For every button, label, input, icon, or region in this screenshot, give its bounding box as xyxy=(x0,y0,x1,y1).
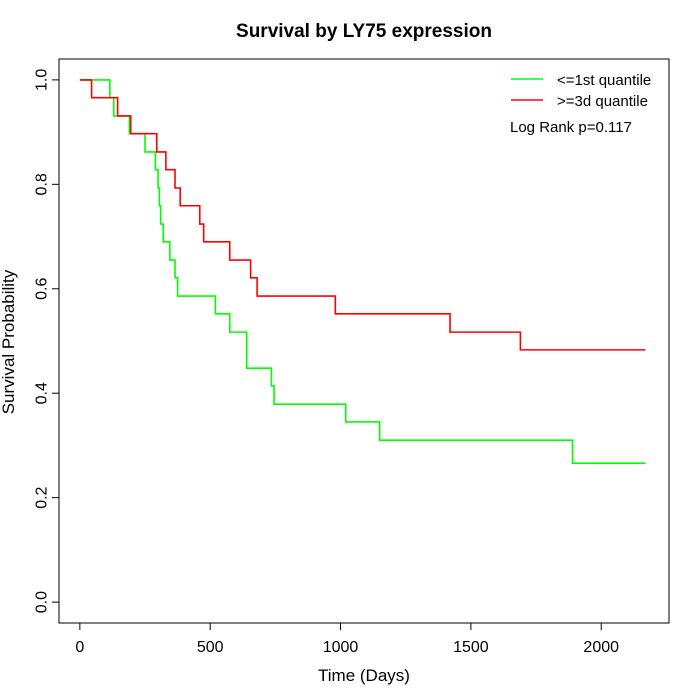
y-tick-label: 0.4 xyxy=(34,382,51,404)
logrank-annotation: Log Rank p=0.117 xyxy=(510,119,632,136)
legend-label-high: >=3d quantile xyxy=(557,93,648,110)
y-axis: 0.0 0.2 0.4 0.6 0.8 1.0 xyxy=(34,69,60,613)
y-tick-label: 1.0 xyxy=(34,69,51,91)
x-axis-title: Time (Days) xyxy=(318,666,410,685)
x-axis: 0 500 1000 1500 2000 xyxy=(75,622,619,656)
chart-title: Survival by LY75 expression xyxy=(236,21,492,42)
y-tick-label: 0.0 xyxy=(34,591,51,613)
x-tick-label: 2000 xyxy=(583,639,619,656)
x-tick-label: 1500 xyxy=(453,639,489,656)
y-tick-label: 0.2 xyxy=(34,486,51,508)
x-tick-label: 1000 xyxy=(323,639,359,656)
x-tick-label: 500 xyxy=(197,639,224,656)
legend-label-low: <=1st quantile xyxy=(557,72,651,89)
x-tick-label: 0 xyxy=(75,639,84,656)
y-tick-label: 0.6 xyxy=(34,278,51,300)
y-axis-title: Survival Probability xyxy=(0,269,18,414)
legend: <=1st quantile >=3d quantile xyxy=(511,72,651,110)
series-layer xyxy=(79,79,646,464)
series-line-high-quantile xyxy=(79,79,646,351)
y-tick-label: 0.8 xyxy=(34,173,51,195)
